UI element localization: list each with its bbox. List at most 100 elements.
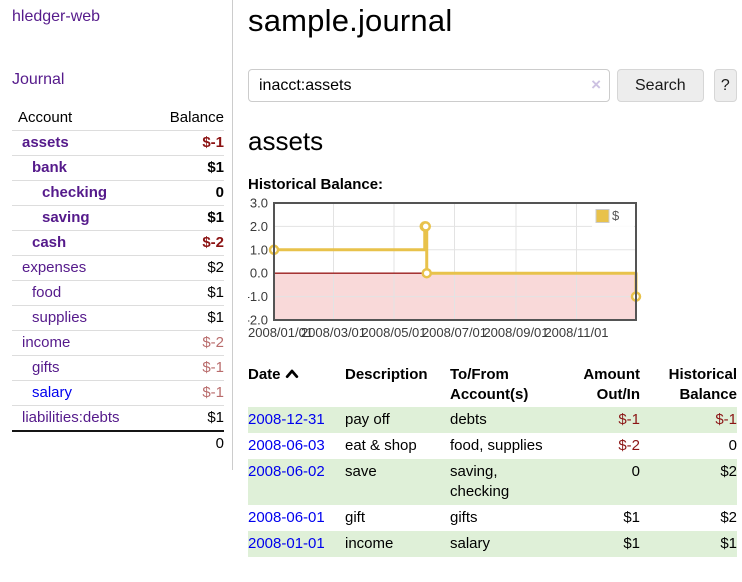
register-header-date[interactable]: Date — [248, 363, 345, 407]
account-row: supplies $1 — [12, 305, 224, 331]
account-balance: $1 — [207, 284, 224, 301]
plot-border — [273, 202, 637, 321]
account-row: gifts $-1 — [12, 355, 224, 381]
accounts-header-balance: Balance — [169, 109, 224, 126]
register-row: 2008-12-31 pay off debts $-1 $-1 — [248, 407, 737, 433]
register-accounts: debts — [450, 411, 487, 428]
account-link[interactable]: food — [32, 284, 62, 301]
register-header-amount: Amount Out/In — [583, 366, 640, 403]
y-axis-tick-label: 3.0 — [250, 196, 268, 211]
register-header-accounts: To/From Account(s) — [450, 366, 529, 403]
register-date-link[interactable]: 2008-06-01 — [248, 509, 325, 526]
account-balance: $1 — [207, 309, 224, 326]
account-row: bank $1 — [12, 155, 224, 181]
x-axis-tick-label: 2008/07/01 — [422, 325, 487, 340]
search-form: × Search ? — [248, 69, 737, 102]
register-date-link[interactable]: 2008-12-31 — [248, 411, 325, 428]
register-row: 2008-06-03 eat & shop food, supplies $-2 0 — [248, 433, 737, 459]
register-amount: $-1 — [618, 411, 640, 428]
register-accounts: gifts — [450, 509, 478, 526]
y-axis-tick-label: 1.0 — [250, 242, 268, 257]
register-date-link[interactable]: 2008-01-01 — [248, 535, 325, 552]
register-header-balance: Historical Balance — [668, 366, 737, 403]
account-link[interactable]: salary — [32, 384, 73, 401]
accounts-total-value: 0 — [215, 435, 224, 452]
register-table: Date Description To/From Account(s) Amou… — [248, 363, 737, 557]
account-link[interactable]: liabilities:debts — [22, 409, 120, 426]
account-name-cell: food — [12, 281, 148, 306]
account-balance: $1 — [207, 409, 224, 426]
account-name-cell: liabilities:debts — [12, 406, 148, 432]
register-header-description: Description — [345, 366, 428, 383]
register-accounts: salary — [450, 535, 491, 552]
register-header-date-label: Date — [248, 366, 281, 383]
sidebar: hledger-web Journal Account Balance asse… — [0, 0, 233, 470]
account-row: assets $-1 — [12, 130, 224, 156]
data-point-marker — [420, 221, 431, 232]
account-balance: $1 — [207, 209, 224, 226]
legend-label: $ — [612, 208, 620, 223]
account-name-cell: bank — [12, 156, 148, 181]
x-axis-tick-label: 2008/03/01 — [301, 325, 366, 340]
search-help-button[interactable]: ? — [713, 69, 737, 102]
account-balance: $2 — [207, 259, 224, 276]
register-date-cell: 2008-01-01 — [248, 531, 345, 557]
x-axis-tick-label: 2008/05/01 — [361, 325, 426, 340]
account-balance: $-1 — [202, 134, 224, 151]
historical-balance-chart[interactable]: 3.0 2.0 1.0 0.0 -1.0 -2.02008/01/012008/03/01… — [248, 195, 642, 343]
account-balance: $-2 — [202, 334, 224, 351]
account-link[interactable]: checking — [42, 184, 108, 201]
account-link[interactable]: assets — [22, 134, 69, 151]
account-heading: assets — [248, 126, 324, 156]
account-balance: $-1 — [202, 359, 224, 376]
account-link[interactable]: cash — [32, 234, 67, 251]
account-balance: 0 — [215, 184, 224, 201]
account-link[interactable]: bank — [32, 159, 68, 176]
clear-search-icon[interactable]: × — [591, 75, 601, 94]
account-name-cell: salary — [12, 381, 148, 406]
register-description: save — [345, 463, 377, 480]
register-accounts: saving, checking — [450, 463, 510, 500]
account-row: cash $-2 — [12, 230, 224, 256]
register-balance: 0 — [728, 437, 737, 454]
account-link[interactable]: gifts — [32, 359, 60, 376]
account-row: salary $-1 — [12, 380, 224, 406]
y-axis-tick-label: 0.0 — [250, 266, 268, 281]
account-row: checking 0 — [12, 180, 224, 206]
account-name-cell: checking — [12, 181, 148, 206]
register-balance: $2 — [720, 463, 737, 480]
account-link[interactable]: income — [22, 334, 71, 351]
brand-link[interactable]: hledger-web — [12, 8, 101, 25]
register-date-cell: 2008-12-31 — [248, 407, 345, 433]
accounts-table-header: Account Balance — [12, 105, 224, 131]
register-description: gift — [345, 509, 366, 526]
account-link[interactable]: saving — [42, 209, 90, 226]
register-amount: $1 — [623, 535, 640, 552]
account-link[interactable]: expenses — [22, 259, 87, 276]
account-row: saving $1 — [12, 205, 224, 231]
register-description: eat & shop — [345, 437, 417, 454]
account-row: liabilities:debts $1 — [12, 405, 224, 432]
register-date-link[interactable]: 2008-06-02 — [248, 463, 325, 480]
x-axis-tick-label: 2008/01/01 — [248, 325, 313, 340]
x-axis-tick-label: 2008/11/01 — [544, 325, 608, 340]
search-input[interactable] — [248, 69, 610, 102]
account-balance: $-2 — [202, 234, 224, 251]
register-amount: $1 — [623, 509, 640, 526]
x-axis-tick-label: 2008/09/01 — [483, 325, 548, 340]
account-name-cell: assets — [12, 131, 148, 156]
account-link[interactable]: supplies — [32, 309, 88, 326]
main-content: sample.journal × Search ? assets Histori… — [233, 0, 742, 557]
register-balance: $-1 — [715, 411, 737, 428]
register-header-row: Date Description To/From Account(s) Amou… — [248, 363, 737, 407]
register-amount: $-2 — [618, 437, 640, 454]
search-button[interactable]: Search — [617, 69, 704, 102]
account-name-cell: supplies — [12, 306, 148, 331]
sidebar-item-journal[interactable]: Journal — [12, 71, 65, 88]
data-point-marker — [421, 267, 432, 279]
search-box: × — [248, 69, 610, 102]
accounts-header-account: Account — [18, 109, 73, 126]
y-axis-tick-label: -1.0 — [248, 289, 268, 304]
account-name-cell: saving — [12, 206, 148, 231]
register-date-link[interactable]: 2008-06-03 — [248, 437, 325, 454]
